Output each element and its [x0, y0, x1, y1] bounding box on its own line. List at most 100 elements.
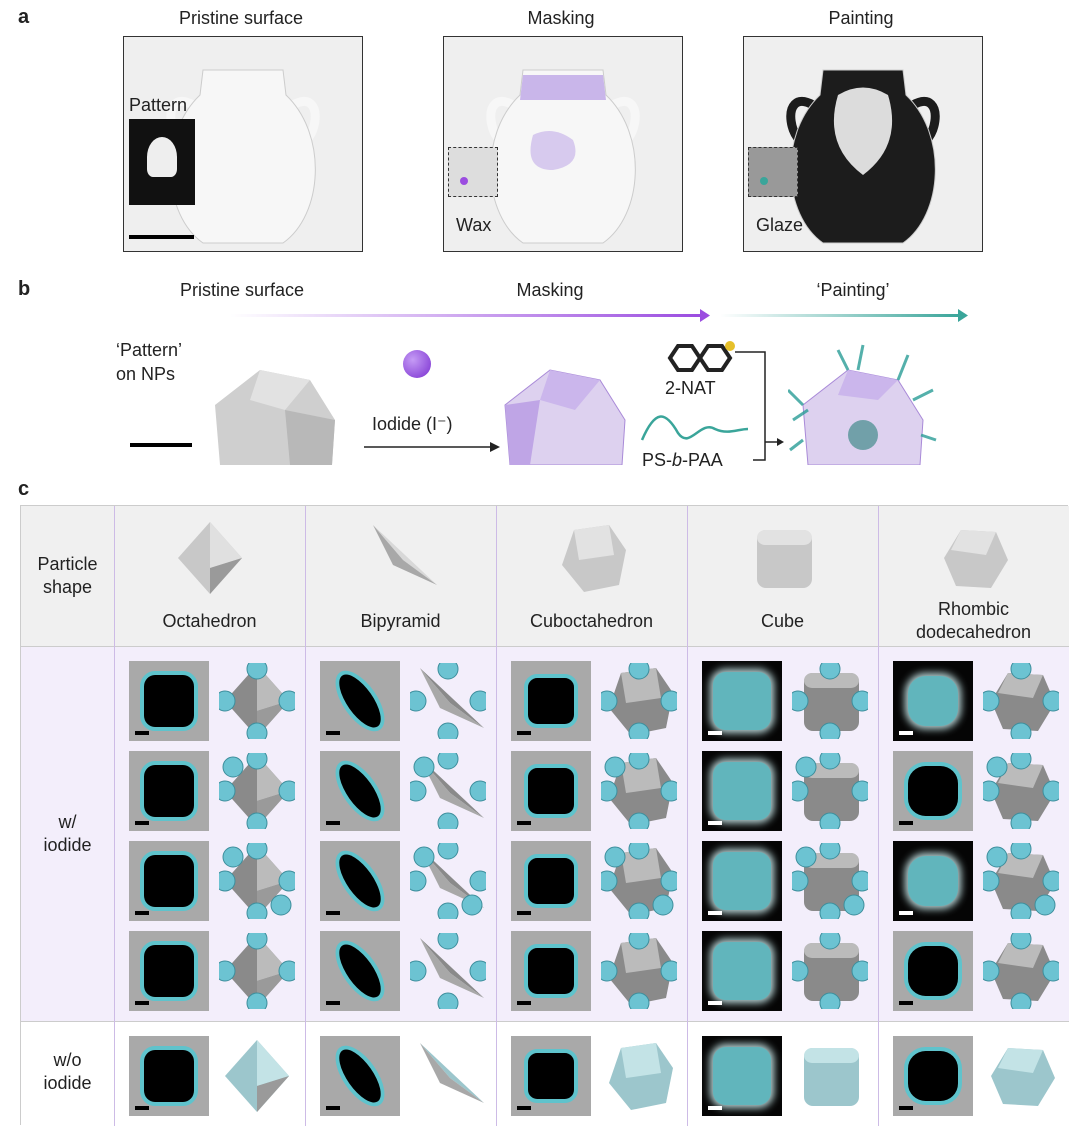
particle-reconstruction-3d — [609, 1043, 673, 1110]
tem-image — [893, 661, 973, 741]
tem-image — [129, 931, 209, 1011]
inset-zoom — [448, 147, 498, 197]
shape-name: Octahedron — [162, 611, 257, 631]
scale-bar — [135, 821, 149, 825]
tem-image — [702, 661, 782, 741]
particle-reconstruction-3d — [804, 1048, 859, 1106]
scale-bar — [135, 911, 149, 915]
tem-image — [702, 1036, 782, 1116]
particle-shape-model — [178, 522, 242, 594]
ligand-reconstruction-3d — [792, 753, 868, 829]
scale-bar — [708, 1106, 722, 1110]
vase-image — [786, 69, 940, 244]
tem-image — [511, 931, 591, 1011]
callout-label: Wax — [456, 215, 492, 235]
row-label-with-iodide: w/ — [58, 812, 77, 832]
step-title: Painting — [828, 8, 894, 28]
ligand-reconstruction-3d — [601, 843, 677, 919]
scale-bar — [517, 1106, 531, 1110]
panel-b-label: b — [18, 278, 31, 300]
tem-image — [702, 841, 782, 921]
tem-image — [129, 1036, 209, 1116]
stage-masking: Masking — [516, 280, 584, 300]
scale-bar — [899, 911, 913, 915]
tem-image — [511, 661, 591, 741]
marker-dot — [760, 177, 768, 185]
callout-label: Pattern — [129, 95, 188, 115]
scale-bar — [708, 731, 722, 735]
tem-image — [893, 751, 973, 831]
ligand-reconstruction-3d — [983, 663, 1059, 739]
scale-bar — [135, 1001, 149, 1005]
particle-reconstruction-3d — [420, 1043, 484, 1103]
scale-bar — [326, 1106, 340, 1110]
callout-label: Glaze — [756, 215, 804, 235]
scale-bar — [326, 1001, 340, 1005]
tem-image — [511, 751, 591, 831]
ligand-reconstruction-3d — [983, 933, 1059, 1009]
tem-image — [129, 751, 209, 831]
panel-c-label: c — [18, 478, 30, 500]
ligand-reconstruction-3d — [983, 753, 1059, 829]
ligand-reconstruction-3d — [792, 663, 868, 739]
scale-bar — [517, 731, 531, 735]
scale-bar — [326, 821, 340, 825]
particle-reconstruction-3d — [225, 1040, 289, 1112]
scale-bar — [517, 1001, 531, 1005]
scale-bar — [130, 443, 192, 447]
ligand-reconstruction-3d — [219, 933, 295, 1009]
particle-shape-model — [944, 530, 1008, 588]
ligand-reconstruction-3d — [792, 843, 868, 919]
ligand-reconstruction-3d — [410, 663, 486, 739]
scale-bar — [135, 1106, 149, 1110]
stage-pristine: Pristine surface — [179, 280, 305, 300]
shape-name: Cube — [760, 611, 805, 631]
ligand-reconstruction-3d — [219, 663, 295, 739]
tem-image — [320, 931, 400, 1011]
panel-a-label: a — [18, 6, 30, 28]
particle-reconstruction-3d — [991, 1048, 1055, 1106]
scale-bar — [899, 1106, 913, 1110]
tem-image — [702, 931, 782, 1011]
ligand-reconstruction-3d — [410, 753, 486, 829]
tem-image — [320, 841, 400, 921]
particle-shape-model — [562, 525, 626, 592]
scale-bar — [899, 731, 913, 735]
pattern-label-2: on NPs — [116, 364, 176, 384]
pristine-particle — [215, 370, 335, 465]
ligand-2nat-label: 2-NAT — [665, 378, 716, 398]
ligand-reconstruction-3d — [219, 753, 295, 829]
ligand-reconstruction-3d — [601, 753, 677, 829]
tem-image — [320, 661, 400, 741]
tem-image — [320, 751, 400, 831]
iodide-ion-icon — [403, 350, 431, 378]
vase-photo: Wax — [443, 36, 683, 252]
scale-bar — [708, 1001, 722, 1005]
ligand-reconstruction-3d — [410, 843, 486, 919]
tem-image — [893, 841, 973, 921]
step-title: Masking — [527, 8, 595, 28]
bracket-arrow — [735, 351, 784, 461]
ligand-reconstruction-3d — [410, 933, 486, 1009]
scale-bar — [326, 731, 340, 735]
scale-bar — [899, 1001, 913, 1005]
arrow-icon — [364, 442, 500, 452]
ligand-reconstruction-3d — [792, 933, 868, 1009]
tem-image — [702, 751, 782, 831]
tem-image — [511, 841, 591, 921]
ligand-reconstruction-3d — [601, 933, 677, 1009]
tem-image — [893, 931, 973, 1011]
row-label-without-iodide: w/o — [53, 1050, 82, 1070]
tem-image — [511, 1036, 591, 1116]
scale-bar — [517, 911, 531, 915]
scale-bar — [899, 821, 913, 825]
particle-shape-model — [757, 530, 812, 588]
vase-photo: Glaze — [743, 36, 983, 252]
ligand-reconstruction-3d — [219, 843, 295, 919]
polymer-chain-icon — [640, 415, 749, 441]
tem-image — [320, 1036, 400, 1116]
tem-image — [893, 1036, 973, 1116]
shape-name: Bipyramid — [360, 611, 441, 631]
particle-shape-model — [373, 525, 437, 585]
header-label: Particle — [37, 554, 98, 574]
